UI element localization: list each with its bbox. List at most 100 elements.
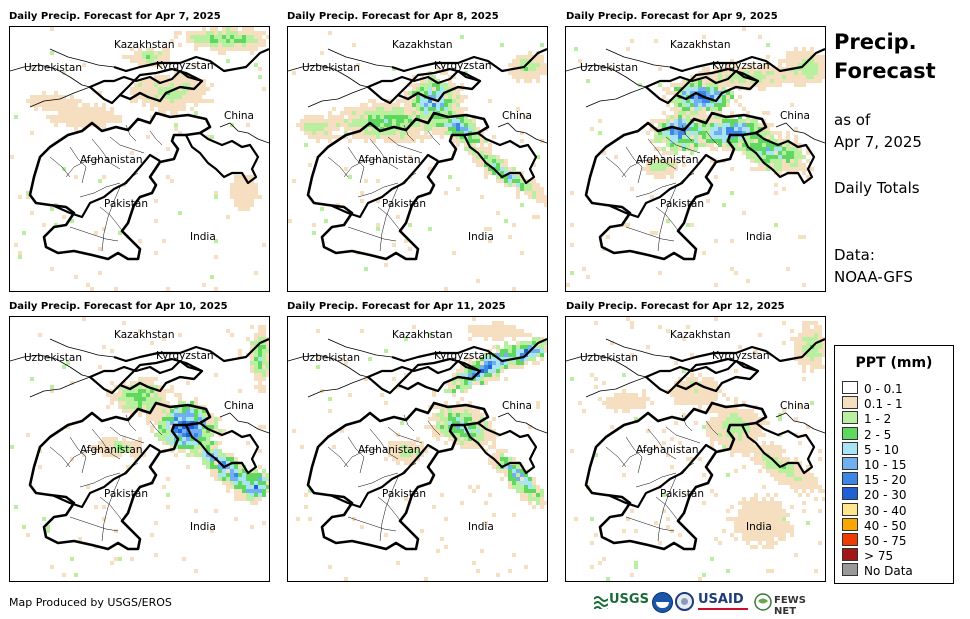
legend-label: 5 - 10 [864,442,899,457]
country-label-kazakhstan: Kazakhstan [114,329,175,341]
country-border-thin [288,338,393,398]
legend-label: 20 - 30 [864,488,907,503]
country-label-uzbekistan: Uzbekistan [24,62,82,74]
precipitation-layer [292,317,547,581]
country-label-uzbekistan: Uzbekistan [24,352,82,364]
admin-boundary [377,206,403,234]
country-border-thin [288,48,393,108]
country-label-kyrgyzstan: Kyrgyzstan [712,60,770,72]
map-canvas: Kazakhstan Uzbekistan Kyrgyzstan China Afgha… [288,317,547,581]
admin-boundary [705,130,719,146]
sidebar-title-line2: Forecast [834,59,936,83]
admin-boundary [625,516,675,532]
country-border-afghanistan-pakistan [306,401,490,551]
map-canvas: Kazakhstan Uzbekistan Kyrgyzstan China Afgha… [566,27,825,287]
legend-label: 40 - 50 [864,518,907,533]
admin-boundary [427,420,441,436]
country-label-india: India [190,231,216,243]
admin-boundary [149,130,163,146]
daily-totals-label: Daily Totals [834,179,920,197]
fewsnet-logo-text: FEWS NET [774,595,806,617]
country-label-china: China [780,400,810,412]
country-label-afghanistan: Afghanistan [636,444,699,456]
country-border-kazakhstan [669,47,825,73]
asof-label: as of [834,111,871,129]
panel-title-2: Daily Precip. Forecast for Apr 8, 2025 [287,11,499,22]
country-border-kazakhstan [391,47,547,73]
country-border-china-india [741,132,816,185]
legend-swatch [842,472,858,486]
admin-boundary [681,414,693,432]
usgs-wave-icon [594,596,608,609]
country-border-kyrgyzstan [118,67,204,103]
dos-seal-icon [675,592,694,611]
admin-boundary [605,446,627,468]
admin-boundary [379,462,417,542]
legend-item: 10 - 15 [842,457,907,472]
legend-item: 30 - 40 [842,502,907,518]
admin-boundary [79,472,121,488]
country-border-thin [219,122,269,144]
legend-label: 0.1 - 1 [864,397,903,412]
legend-item: 0.1 - 1 [842,396,903,412]
legend-item: > 75 [842,548,894,564]
admin-boundary [621,158,657,178]
country-label-china: China [780,110,810,122]
admin-boundary [357,182,399,198]
country-border-kazakhstan [669,337,825,363]
legend-swatch [842,563,858,577]
map-canvas: Kazakhstan Uzbekistan Kyrgyzstan China Afgha… [10,27,269,291]
legend-label: > 75 [864,549,894,564]
country-border-kyrgyzstan [118,357,204,393]
agency-logos: USGS USAID FEWS NET [594,590,826,617]
fewsnet-globe-icon [754,593,772,611]
admin-boundary [403,124,415,142]
country-border-kazakhstan [113,337,269,363]
country-label-kyrgyzstan: Kyrgyzstan [434,350,492,362]
admin-boundary [427,130,441,146]
country-label-kyrgyzstan: Kyrgyzstan [712,350,770,362]
legend-swatch [842,381,858,394]
country-border-thin [775,122,825,144]
map-canvas: Kazakhstan Uzbekistan Kyrgyzstan China Afgha… [288,31,547,291]
country-border-china-india [185,132,260,185]
legend-title: PPT (mm) [855,355,933,371]
admin-boundary [343,448,379,468]
country-label-kazakhstan: Kazakhstan [392,329,453,341]
map-panel-6: Kazakhstan Uzbekistan Kyrgyzstan China Afgha… [565,316,826,582]
map-canvas: Kazakhstan Uzbekistan Kyrgyzstan China Afgha… [10,317,269,577]
admin-boundary [647,428,677,460]
country-label-kazakhstan: Kazakhstan [670,329,731,341]
admin-boundary [357,472,399,488]
admin-boundary [387,426,423,444]
admin-boundary [125,124,137,142]
country-border-china-india [463,422,538,475]
map-panel-1: Kazakhstan Uzbekistan Kyrgyzstan China Afgha… [9,26,270,292]
legend-swatch [842,548,858,562]
country-label-uzbekistan: Uzbekistan [580,62,638,74]
admin-boundary [343,158,379,178]
legend-label: 10 - 15 [864,458,907,472]
country-label-afghanistan: Afghanistan [358,154,421,166]
admin-boundary [655,206,681,234]
admin-boundary [91,138,121,170]
legend-label: 30 - 40 [864,503,907,518]
admin-boundary [99,496,125,524]
country-label-kyrgyzstan: Kyrgyzstan [156,60,214,72]
legend-label: 15 - 20 [864,473,907,488]
panel-title-1: Daily Precip. Forecast for Apr 7, 2025 [9,11,221,22]
country-border-afg-pak-split [51,153,161,219]
country-border-afg-pak-split [329,443,439,509]
admin-boundary [647,138,677,170]
country-border-thin [497,122,547,144]
country-border-afg-pak-split [51,443,161,509]
usaid-logo: USAID [698,592,750,612]
country-border-kyrgyzstan [396,357,482,393]
country-border-afghanistan-pakistan [28,111,212,261]
admin-boundary [91,428,121,460]
country-border-afghanistan-pakistan [584,401,768,551]
legend-label: 0 - 0.1 [864,382,903,396]
country-border-kazakhstan [113,47,269,73]
country-label-kyrgyzstan: Kyrgyzstan [156,350,214,362]
legend-item: 15 - 20 [842,472,907,488]
